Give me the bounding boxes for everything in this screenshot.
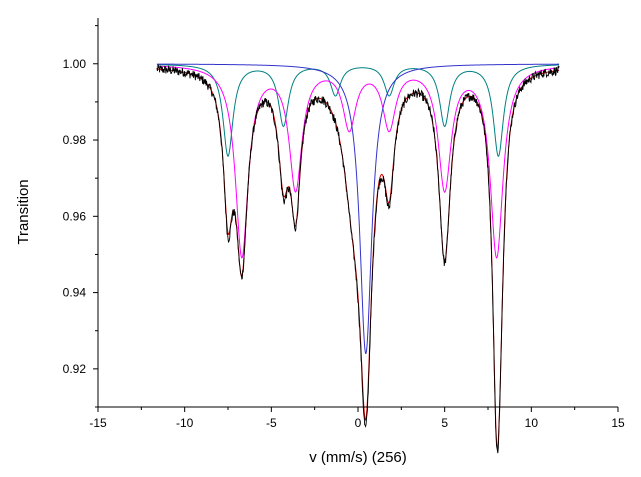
- y-tick-label: 0.92: [63, 362, 87, 376]
- x-tick-label: 15: [611, 416, 625, 430]
- y-axis: 0.92 0.94 0.96 0.98 1.00: [63, 18, 99, 408]
- x-tick-label: 5: [441, 416, 448, 430]
- series-sextet-1: [156, 65, 560, 259]
- x-tick-label: -15: [89, 416, 107, 430]
- y-tick-label: 0.96: [63, 209, 87, 223]
- y-tick-label: 1.00: [63, 57, 87, 71]
- series-singlet: [156, 63, 560, 354]
- series-measured: [156, 64, 560, 454]
- y-axis-title: Transition: [15, 179, 32, 244]
- x-tick-label: 10: [525, 416, 539, 430]
- x-tick-label: -5: [266, 416, 277, 430]
- y-tick-label: 0.98: [63, 133, 87, 147]
- x-axis: -15 -10 -5 0 5 10 15: [89, 406, 625, 430]
- x-tick-label: -10: [176, 416, 194, 430]
- x-tick-label: 0: [355, 416, 362, 430]
- plot-area: [156, 63, 560, 454]
- series-sextet-2: [156, 64, 560, 157]
- series-fit-total: [156, 68, 560, 449]
- x-axis-title: v (mm/s) (256): [309, 449, 407, 466]
- y-tick-label: 0.94: [63, 286, 87, 300]
